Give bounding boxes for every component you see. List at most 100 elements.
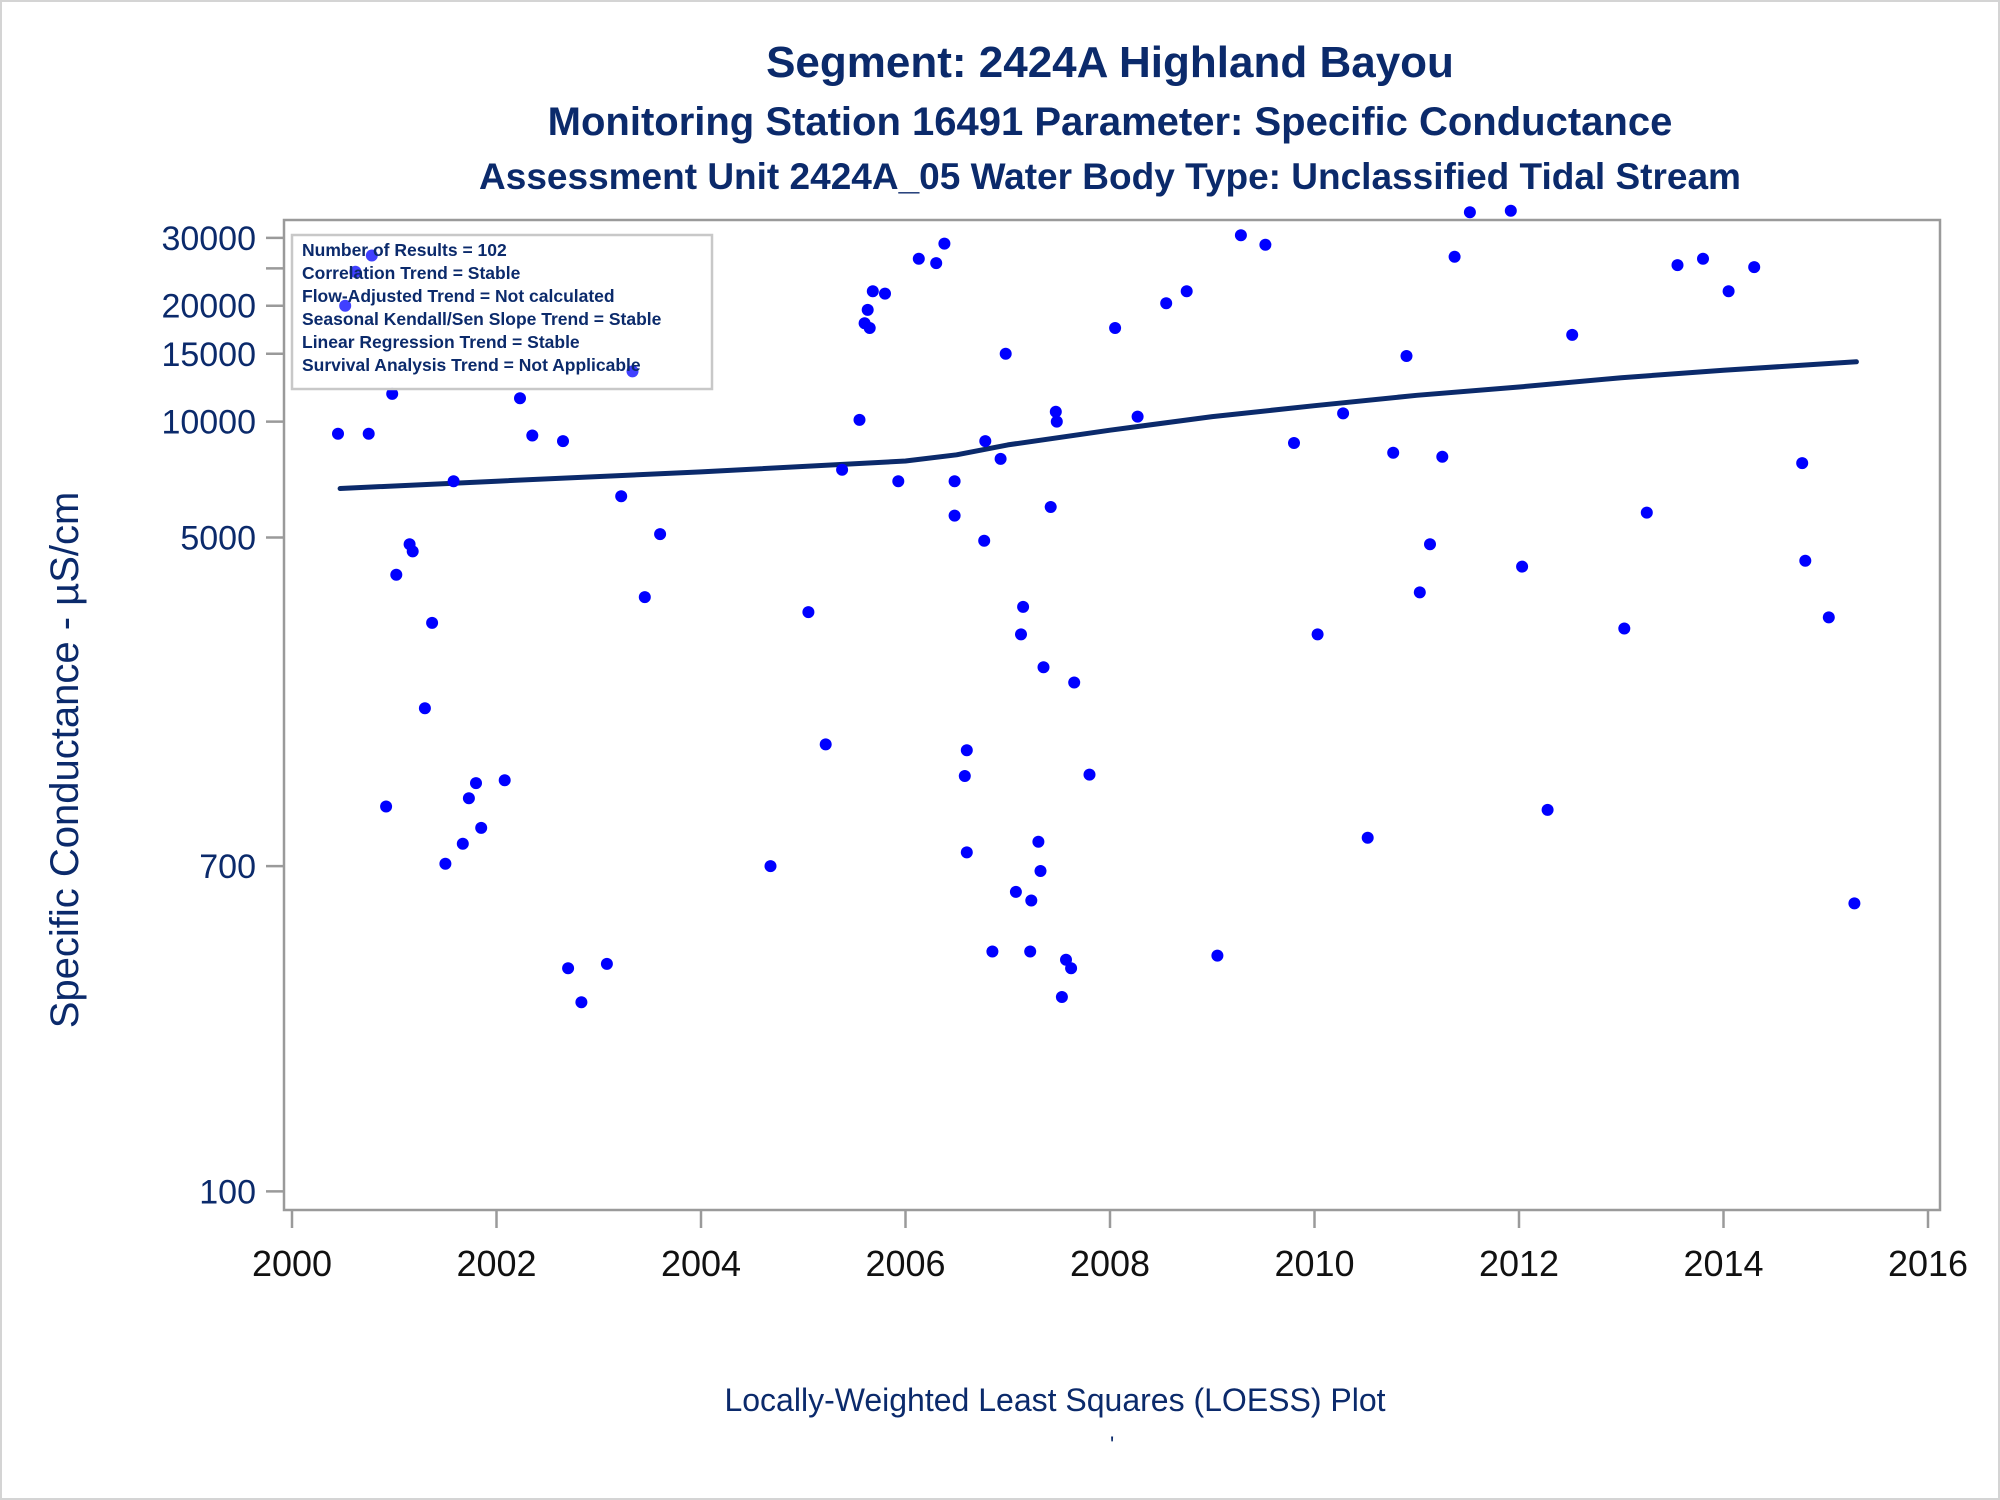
- data-point: [1024, 945, 1037, 958]
- legend-line: Correlation Trend = Stable: [302, 263, 521, 283]
- data-point: [1848, 897, 1861, 910]
- data-point: [626, 365, 639, 378]
- data-point: [1068, 676, 1081, 689]
- y-tick-label: 100: [199, 1173, 256, 1211]
- data-point: [912, 252, 925, 265]
- data-point: [986, 945, 999, 958]
- data-point: [1671, 259, 1684, 272]
- x-tick-label: 2016: [1888, 1243, 1968, 1284]
- data-point: [456, 837, 469, 850]
- data-point: [386, 387, 399, 400]
- data-point: [1211, 949, 1224, 962]
- footnote-mark: ': [1110, 1432, 1115, 1457]
- data-point: [999, 347, 1012, 360]
- data-point: [1337, 407, 1350, 420]
- points-layer: [332, 204, 1861, 1009]
- data-point: [960, 744, 973, 757]
- legend-line: Linear Regression Trend = Stable: [302, 332, 580, 352]
- data-point: [332, 427, 344, 440]
- data-point: [938, 237, 951, 250]
- data-point: [958, 770, 971, 782]
- data-point: [1015, 628, 1027, 641]
- data-point: [1566, 328, 1579, 341]
- y-tick-label: 30000: [161, 220, 256, 258]
- data-point: [1463, 206, 1476, 219]
- legend-line: Flow-Adjusted Trend = Not calculated: [302, 286, 615, 306]
- data-point: [1009, 885, 1022, 898]
- data-point: [1516, 560, 1529, 573]
- data-point: [1448, 250, 1461, 263]
- data-point: [365, 249, 378, 262]
- data-point: [1083, 768, 1096, 781]
- y-tick-label: 10000: [161, 404, 256, 442]
- legend-frame: [290, 233, 714, 391]
- data-point: [836, 463, 849, 476]
- data-point: [1504, 204, 1517, 217]
- data-point: [349, 265, 362, 278]
- data-point: [1017, 600, 1030, 613]
- chart-subtitle: Monitoring Station 16491 Parameter: Spec…: [547, 100, 1673, 144]
- chart-subtitle-2: Assessment Unit 2424A_05 Water Body Type…: [479, 156, 1741, 197]
- x-tick-label: 2006: [865, 1243, 945, 1284]
- data-point: [1400, 350, 1413, 362]
- data-point: [1050, 415, 1063, 428]
- data-point: [1131, 410, 1144, 423]
- x-tick-label: 2004: [661, 1243, 741, 1284]
- data-point: [1436, 450, 1449, 463]
- data-point: [600, 957, 613, 970]
- x-tick-label: 2012: [1479, 1243, 1559, 1284]
- chart-title: Segment: 2424A Highland Bayou: [766, 38, 1454, 87]
- data-point: [853, 413, 866, 426]
- data-point: [1541, 803, 1554, 816]
- data-point: [948, 509, 961, 522]
- legend-line: Seasonal Kendall/Sen Slope Trend = Stabl…: [302, 309, 662, 329]
- trend-layer: [337, 359, 1859, 491]
- data-point: [1032, 835, 1045, 848]
- data-point: [960, 846, 973, 859]
- data-point: [930, 257, 943, 270]
- data-point: [1109, 322, 1122, 334]
- axes-layer: 100 700 5000 10000 15000 20000 30000 2000 2002 20…: [43, 218, 1968, 1284]
- data-point: [948, 475, 961, 488]
- data-point: [861, 303, 874, 316]
- y-axis-label: Specific Conductance - µS/cm: [43, 492, 87, 1029]
- data-point: [562, 962, 575, 975]
- data-point: [1640, 506, 1653, 519]
- data-point: [978, 534, 991, 547]
- legend-line: Number of Results = 102: [302, 240, 507, 260]
- data-point: [1361, 831, 1374, 844]
- data-point: [1049, 405, 1062, 418]
- y-tick-label: 700: [199, 848, 256, 886]
- data-point: [514, 392, 526, 405]
- data-point: [1034, 865, 1047, 877]
- loess-trend-line: [337, 359, 1859, 491]
- data-point: [447, 475, 460, 488]
- data-point: [462, 792, 475, 805]
- data-point: [1065, 962, 1078, 975]
- data-point: [1413, 586, 1426, 599]
- data-point: [1055, 991, 1068, 1003]
- data-point: [498, 774, 511, 787]
- data-point: [615, 490, 628, 503]
- data-point: [1311, 628, 1324, 641]
- data-point: [802, 606, 815, 619]
- data-point: [979, 435, 992, 448]
- data-point: [866, 285, 879, 298]
- data-point: [879, 287, 891, 300]
- data-point: [892, 475, 905, 488]
- y-tick-label: 20000: [161, 288, 256, 326]
- data-point: [380, 800, 393, 813]
- data-point: [470, 777, 482, 790]
- data-point: [863, 322, 876, 334]
- data-point: [764, 860, 777, 873]
- data-point: [638, 591, 651, 604]
- data-point: [1387, 446, 1400, 459]
- data-point: [362, 427, 375, 440]
- data-point: [1424, 538, 1436, 551]
- x-tick-label: 2010: [1274, 1243, 1354, 1284]
- plot-area: [282, 218, 1942, 1212]
- data-point: [1234, 229, 1247, 242]
- data-point: [426, 616, 439, 629]
